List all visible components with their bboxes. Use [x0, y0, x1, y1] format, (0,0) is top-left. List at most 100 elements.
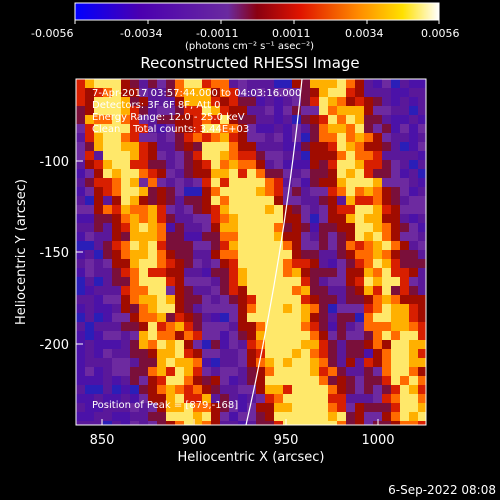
image-pixel	[337, 385, 346, 394]
image-pixel	[85, 250, 94, 259]
image-pixel	[364, 250, 373, 259]
image-pixel	[112, 385, 121, 394]
image-pixel	[112, 367, 121, 376]
image-pixel	[175, 196, 184, 205]
image-pixel	[328, 88, 337, 97]
image-pixel	[409, 196, 418, 205]
image-pixel	[310, 88, 319, 97]
image-pixel	[175, 178, 184, 187]
image-pixel	[310, 169, 319, 178]
image-pixel	[283, 322, 292, 331]
image-pixel	[220, 394, 229, 403]
image-pixel	[139, 124, 148, 133]
image-pixel	[265, 322, 274, 331]
image-pixel	[391, 403, 400, 412]
image-pixel	[85, 367, 94, 376]
image-pixel	[157, 304, 166, 313]
image-pixel	[229, 286, 238, 295]
image-pixel	[391, 295, 400, 304]
image-pixel	[373, 403, 382, 412]
image-pixel	[382, 115, 391, 124]
image-pixel	[166, 88, 175, 97]
image-pixel	[94, 241, 103, 250]
image-pixel	[211, 160, 220, 169]
image-pixel	[211, 295, 220, 304]
image-pixel	[265, 169, 274, 178]
image-pixel	[364, 394, 373, 403]
image-pixel	[328, 169, 337, 178]
image-pixel	[103, 304, 112, 313]
image-pixel	[175, 286, 184, 295]
image-pixel	[346, 268, 355, 277]
image-pixel	[337, 232, 346, 241]
image-pixel	[175, 412, 184, 421]
image-pixel	[175, 133, 184, 142]
image-pixel	[76, 133, 85, 142]
image-pixel	[103, 115, 112, 124]
image-pixel	[193, 115, 202, 124]
image-pixel	[238, 322, 247, 331]
image-pixel	[283, 232, 292, 241]
image-pixel	[139, 259, 148, 268]
image-pixel	[409, 385, 418, 394]
image-pixel	[283, 367, 292, 376]
image-pixel	[346, 340, 355, 349]
image-pixel	[283, 178, 292, 187]
image-pixel	[148, 178, 157, 187]
image-pixel	[130, 214, 139, 223]
image-pixel	[193, 151, 202, 160]
image-pixel	[94, 313, 103, 322]
image-pixel	[247, 133, 256, 142]
image-pixel	[157, 367, 166, 376]
image-pixel	[220, 133, 229, 142]
image-pixel	[256, 241, 265, 250]
image-pixel	[391, 151, 400, 160]
image-pixel	[157, 106, 166, 115]
image-pixel	[283, 250, 292, 259]
image-pixel	[256, 169, 265, 178]
image-pixel	[94, 367, 103, 376]
image-pixel	[229, 169, 238, 178]
image-pixel	[202, 268, 211, 277]
image-pixel	[202, 241, 211, 250]
image-pixel	[130, 79, 139, 88]
image-pixel	[283, 97, 292, 106]
image-pixel	[256, 304, 265, 313]
image-pixel	[220, 295, 229, 304]
image-pixel	[301, 205, 310, 214]
image-pixel	[364, 331, 373, 340]
image-pixel	[193, 169, 202, 178]
image-pixel	[265, 277, 274, 286]
image-pixel	[355, 394, 364, 403]
image-pixel	[337, 241, 346, 250]
image-pixel	[229, 394, 238, 403]
image-pixel	[139, 106, 148, 115]
image-pixel	[355, 187, 364, 196]
image-pixel	[301, 313, 310, 322]
image-pixel	[283, 214, 292, 223]
image-pixel	[211, 304, 220, 313]
image-pixel	[265, 403, 274, 412]
image-pixel	[94, 403, 103, 412]
image-pixel	[292, 106, 301, 115]
image-pixel	[283, 358, 292, 367]
image-pixel	[373, 313, 382, 322]
colorbar-tick-label-5: 0.0034	[345, 27, 384, 40]
image-pixel	[166, 385, 175, 394]
y-tick-label-minus200: -200	[39, 338, 69, 353]
image-pixel	[175, 277, 184, 286]
image-pixel	[112, 331, 121, 340]
image-pixel	[103, 322, 112, 331]
image-pixel	[355, 286, 364, 295]
image-pixel	[247, 124, 256, 133]
image-pixel	[265, 205, 274, 214]
image-pixel	[400, 133, 409, 142]
image-pixel	[229, 295, 238, 304]
image-pixel	[157, 142, 166, 151]
image-pixel	[112, 259, 121, 268]
image-pixel	[319, 97, 328, 106]
image-pixel	[103, 358, 112, 367]
image-pixel	[355, 115, 364, 124]
image-pixel	[319, 268, 328, 277]
image-pixel	[382, 277, 391, 286]
